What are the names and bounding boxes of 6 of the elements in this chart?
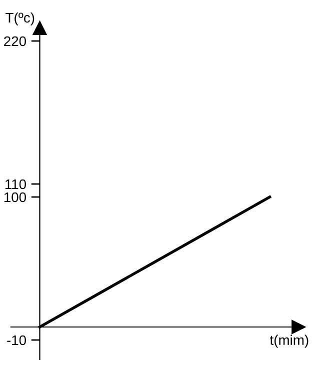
- y-tick-label: 110: [5, 179, 26, 190]
- y-tick-label: 220: [4, 36, 26, 46]
- y-tick-label: 100: [4, 192, 26, 202]
- x-axis-title: t(mim): [270, 334, 308, 348]
- y-axis-title: T(ºc): [6, 12, 34, 26]
- y-tick-label: -10: [7, 335, 26, 346]
